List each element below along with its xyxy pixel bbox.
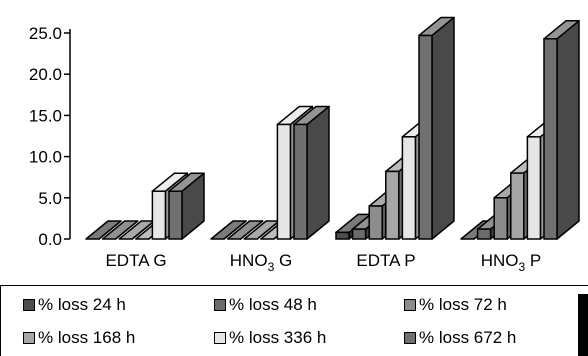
y-tick-label: 25.0 xyxy=(29,24,62,43)
legend-item: % loss 168 h xyxy=(23,328,135,348)
bar xyxy=(418,16,455,240)
legend-item: % loss 72 h xyxy=(404,295,507,315)
legend-swatch xyxy=(23,299,35,311)
legend-swatch xyxy=(214,299,226,311)
x-category-label: EDTA G xyxy=(105,251,166,270)
legend-item: % loss 48 h xyxy=(214,295,317,315)
y-tick-label: 5.0 xyxy=(38,189,62,208)
legend-label: % loss 672 h xyxy=(419,328,517,347)
x-category-label: HNO3 G xyxy=(230,251,292,274)
x-category-label: EDTA P xyxy=(356,251,415,270)
y-tick-label: 15.0 xyxy=(29,106,62,125)
legend-label: % loss 48 h xyxy=(229,295,317,314)
bar xyxy=(226,220,264,240)
legend-item: % loss 24 h xyxy=(23,295,126,315)
legend-swatch xyxy=(214,332,226,344)
legend-label: % loss 72 h xyxy=(419,295,507,314)
legend-swatch xyxy=(404,332,416,344)
y-tick-label: 10.0 xyxy=(29,148,62,167)
legend-label: % loss 24 h xyxy=(38,295,126,314)
bar xyxy=(101,220,139,240)
bar xyxy=(293,105,330,240)
bar xyxy=(168,172,205,240)
legend-label: % loss 336 h xyxy=(229,328,327,347)
legend-swatch xyxy=(404,299,416,311)
bar xyxy=(85,220,122,240)
legend-label: % loss 168 h xyxy=(38,328,136,347)
bar xyxy=(210,220,247,240)
x-category-label: HNO3 P xyxy=(481,251,542,274)
legend-shadow xyxy=(578,294,588,356)
legend-item: % loss 672 h xyxy=(404,328,516,348)
legend-swatch xyxy=(23,332,35,344)
bar xyxy=(543,20,580,240)
y-tick-label: 20.0 xyxy=(29,65,62,84)
legend-item: % loss 336 h xyxy=(214,328,326,348)
y-tick-label: 0.0 xyxy=(38,230,62,249)
legend: % loss 24 h % loss 48 h % loss 72 h % loss … xyxy=(0,285,588,356)
